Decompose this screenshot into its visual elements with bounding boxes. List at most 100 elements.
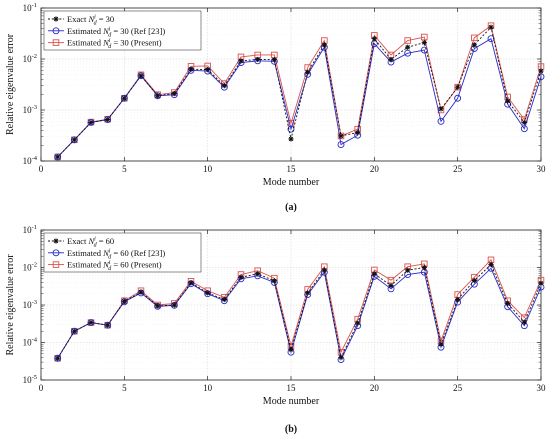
data-point [471,277,477,284]
data-point [455,296,461,303]
legend-entry: Estimated Ni d = 60 (Ref [23]) [67,248,165,260]
data-point [155,93,161,99]
data-point [520,125,528,133]
data-point [538,68,544,74]
legend-box [43,10,202,51]
data-point [305,69,311,75]
data-point [104,321,112,329]
series-line [57,263,542,359]
data-point [55,154,61,160]
data-point [338,133,344,139]
data-point [87,119,95,126]
data-point [388,282,394,289]
legend-entry: Estimated Ni d = 60 (Present) [67,260,162,273]
legend-entry: Estimated Ni d = 30 (Ref [23]) [67,26,165,39]
data-point [121,298,127,304]
data-point [238,58,244,64]
legend-marker [52,27,60,35]
y-tick-label: 10-2 [23,262,37,273]
y-tick-label: 10-2 [23,53,37,64]
data-point [337,132,345,140]
x-axis-label: Mode number [263,177,320,188]
x-tick-label: 30 [537,383,547,393]
x-tick-label: 20 [370,383,380,393]
x-tick-label: 30 [537,164,547,174]
y-tick-label: 10-5 [23,374,37,385]
data-point [54,354,62,362]
series-exact [55,24,544,160]
data-point [321,42,327,48]
chart-a: 0 5 10 15 20 25 30 10-4 10-3 10-2 10-1 Mode number R… [5,2,546,213]
legend-entry: Estimated Ni d = 30 (Present) [67,38,162,51]
data-point [138,73,144,79]
data-point [104,116,112,123]
x-tick-label: 5 [122,164,127,174]
series-line [57,26,542,158]
data-point [188,280,194,286]
data-point [88,119,94,126]
data-point [421,39,427,46]
x-tick-label: 25 [453,164,463,174]
data-point [238,274,244,280]
legend-marker [52,249,60,257]
y-tick-label: 10-3 [23,104,37,115]
data-point [221,83,227,89]
data-point [137,72,145,80]
data-point [420,46,428,54]
data-point [54,153,62,161]
x-tick-label: 0 [39,164,44,174]
data-point [371,271,377,277]
data-point [288,346,294,353]
data-point [355,320,361,326]
data-point [438,106,444,112]
data-point [70,327,78,335]
data-point [387,276,395,284]
data-point [255,56,261,63]
data-point [271,278,277,284]
data-point [71,137,77,143]
legend-marker [53,16,59,22]
data-point [170,301,178,309]
data-point [421,264,427,271]
data-point [371,36,377,42]
data-point [138,289,144,295]
data-point [388,56,394,63]
data-point [505,300,511,307]
x-tick-label: 10 [203,383,213,393]
data-point [404,49,412,57]
data-point [288,136,294,142]
legend-marker [52,261,60,268]
data-point [337,141,345,149]
data-point [338,354,344,361]
data-point [437,117,445,125]
figure-caption: (a) [285,202,297,213]
data-point [305,290,311,296]
data-point [438,341,444,347]
x-tick-label: 15 [287,164,297,174]
y-axis-label: Relative eigenvalue error [5,33,16,135]
legend-entry: Exact Ni d = 30 [67,14,114,27]
x-tick-label: 20 [370,164,380,174]
data-point [188,66,194,72]
data-point [70,136,78,144]
data-point [521,119,527,126]
data-point [538,280,544,286]
data-point [505,98,511,104]
y-tick-label: 10-1 [23,2,37,13]
data-point [455,84,461,90]
legend-entry: Exact Ni d = 60 [67,236,114,249]
data-point [287,125,295,133]
y-tick-label: 10-1 [23,224,37,235]
x-tick-label: 15 [287,383,297,393]
data-point [88,319,94,326]
y-tick-label: 10-3 [23,299,37,310]
data-point [471,42,477,48]
data-point [221,296,227,303]
data-point [105,116,111,123]
data-point [205,66,211,73]
data-point [120,298,128,306]
data-point [405,267,411,273]
data-point [471,34,478,42]
